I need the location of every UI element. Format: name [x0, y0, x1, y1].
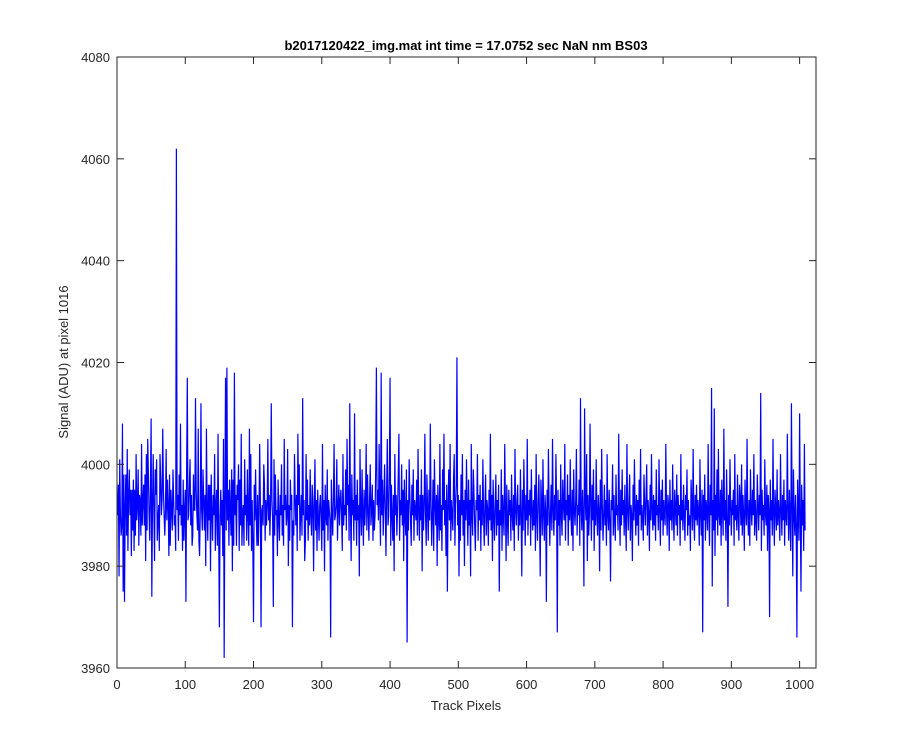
plot-area [117, 57, 816, 668]
series-line-1 [117, 148, 806, 658]
y-axis: 3960 3980 4000 4020 4040 4060 4080 [81, 50, 816, 676]
y-tick-label: 4020 [81, 356, 110, 371]
y-tick-label: 3960 [81, 661, 110, 676]
y-tick-label: 3980 [81, 559, 110, 574]
x-axis-label: Track Pixels [431, 698, 502, 713]
x-tick-label: 700 [584, 677, 606, 692]
x-tick-label: 100 [174, 677, 196, 692]
x-tick-label: 0 [113, 677, 120, 692]
y-axis-label: Signal (ADU) at pixel 1016 [56, 285, 71, 438]
x-tick-label: 300 [311, 677, 333, 692]
y-tick-label: 4000 [81, 457, 110, 472]
x-axis: 0 100 200 300 400 500 600 700 800 900 1000 [113, 57, 814, 692]
chart-title: b2017120422_img.mat int time = 17.0752 s… [284, 38, 647, 53]
y-tick-label: 4080 [81, 50, 110, 65]
series-layer [117, 148, 806, 658]
x-tick-label: 900 [721, 677, 743, 692]
x-tick-label: 800 [652, 677, 674, 692]
x-tick-label: 600 [516, 677, 538, 692]
x-tick-label: 500 [447, 677, 469, 692]
y-tick-label: 4060 [81, 152, 110, 167]
x-tick-label: 200 [243, 677, 265, 692]
y-tick-label: 4040 [81, 254, 110, 269]
x-tick-label: 1000 [785, 677, 814, 692]
x-tick-label: 400 [379, 677, 401, 692]
